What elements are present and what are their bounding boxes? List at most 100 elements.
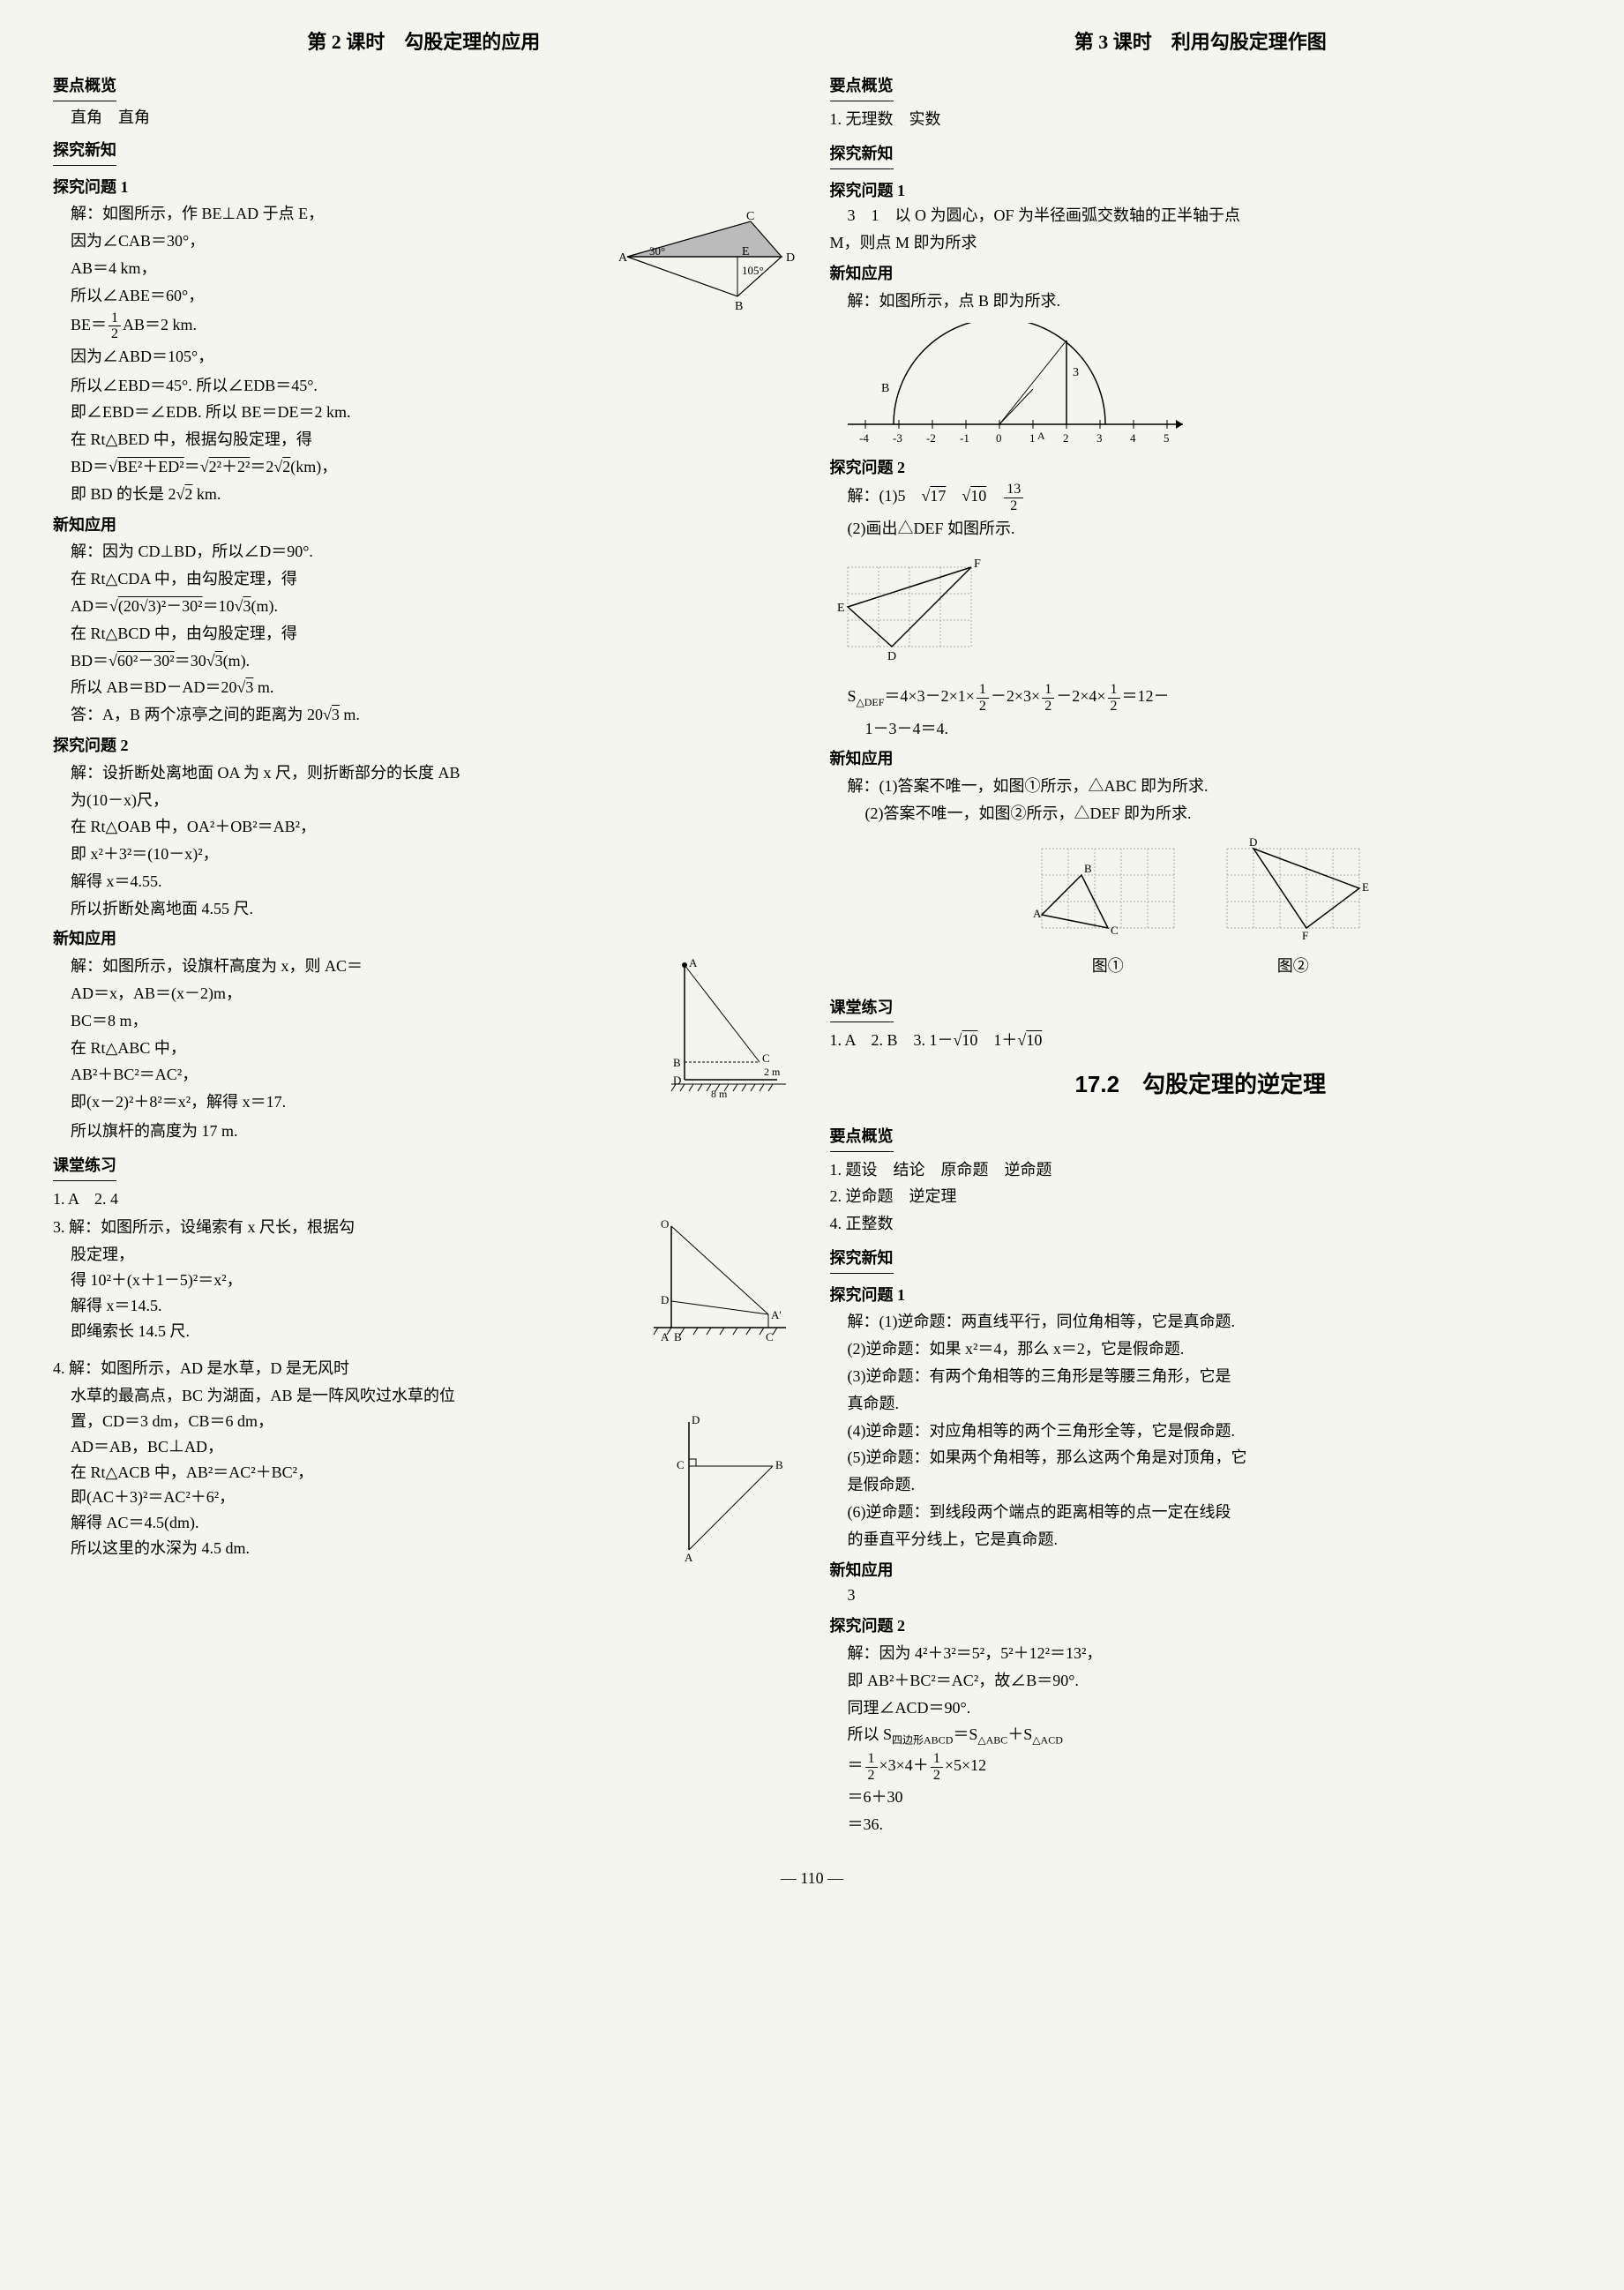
solution-line: 解得 AC＝4.5(dm). (71, 1510, 645, 1536)
label-O: O (661, 1217, 669, 1231)
solution-line: 同理∠ACD＝90°. (848, 1695, 1572, 1721)
right-title: 第 3 课时 利用勾股定理作图 (830, 26, 1572, 57)
label-B: B (775, 1458, 783, 1471)
right-column: 第 3 课时 利用勾股定理作图 要点概览 1. 无理数 实数 探究新知 探究问题… (830, 26, 1572, 1839)
label-B: B (673, 1056, 681, 1069)
text: ＝10 (203, 597, 235, 615)
solution-line: 解：因为 4²＋3²＝5²，5²＋12²＝13²， (848, 1641, 1572, 1666)
solution-line: AD＝√(20√3)²－30²＝10√3(m). (71, 594, 795, 619)
text: 所以 S (848, 1725, 893, 1743)
label-E: E (742, 245, 750, 258)
xzyy3-header: 新知应用 (830, 1558, 1572, 1583)
text: ＝12－ (1122, 688, 1170, 706)
solution-line: 所以 AB＝BD－AD＝20√3 m. (71, 675, 795, 700)
label-B: B (735, 300, 743, 313)
text: m. (340, 706, 360, 723)
solution-line: 因为∠CAB＝30°， (71, 228, 601, 254)
text: ＝S (953, 1725, 977, 1743)
label-E: E (837, 602, 845, 615)
tjxz2-header: 探究新知 (830, 1246, 894, 1274)
label-E: E (1362, 880, 1369, 894)
label-F: F (974, 558, 981, 571)
frac-den: 2 (977, 699, 989, 715)
label-C: C (762, 1051, 770, 1065)
text: ＝ (848, 1756, 864, 1774)
solution-line: 解：如图所示，点 B 即为所求. (848, 288, 1572, 314)
solution-line: AB²＋BC²＝AC²， (71, 1062, 654, 1088)
solution-line: (3)逆命题：有两个角相等的三角形是等腰三角形，它是 (848, 1364, 1572, 1389)
sqrt: (20√3)²－30² (118, 597, 203, 615)
label-30: 30° (649, 244, 665, 258)
page-container: 第 2 课时 勾股定理的应用 要点概览 直角 直角 探究新知 探究问题 1 解：… (53, 26, 1571, 1839)
text: 2. 逆命题 逆定理 (830, 1184, 1572, 1209)
label-105: 105° (742, 264, 764, 277)
frac-den: 2 (931, 1768, 943, 1784)
solution-line: 即(x－2)²＋8²＝x²，解得 x＝17. (71, 1089, 654, 1115)
flagpole-diagram: A B C D 2 m 8 m (662, 956, 795, 1106)
frac-den: 2 (1042, 699, 1054, 715)
ktlx-header: 课堂练习 (53, 1153, 116, 1181)
water-grass-diagram: D C B A (654, 1413, 795, 1563)
solution-line: ＝6＋30 (848, 1785, 1572, 1810)
label-2m: 2 m (764, 1066, 781, 1078)
solution-line: AD＝AB，BC⊥AD， (71, 1434, 645, 1460)
text: BE＝ (71, 316, 107, 333)
solution-line: (2)答案不唯一，如图②所示，△DEF 即为所求. (865, 801, 1572, 827)
text: (m). (251, 597, 278, 615)
xzyy2-header: 新知应用 (53, 926, 795, 952)
frac-num: 1 (1108, 682, 1120, 699)
solution-line: 所以折断处离地面 4.55 尺. (71, 896, 795, 922)
tick: -3 (893, 431, 902, 445)
solution-line: 解得 x＝14.5. (71, 1293, 636, 1319)
label-D: D (786, 251, 795, 265)
solution-line: 为(10－x)尺， (71, 788, 795, 813)
page-number: — 110 — (53, 1866, 1571, 1891)
sqrt: 10 (1026, 1031, 1042, 1049)
left-column: 第 2 课时 勾股定理的应用 要点概览 直角 直角 探究新知 探究问题 1 解：… (53, 26, 795, 1839)
tick: 1 (1029, 431, 1036, 445)
label-Ap: A' (771, 1308, 782, 1321)
label-C: C (677, 1458, 685, 1471)
subscript: 四边形ABCD (892, 1734, 953, 1747)
subscript: △ACD (1032, 1734, 1063, 1747)
frac-num: 1 (931, 1751, 943, 1768)
solution-line: 解：(1)答案不唯一，如图①所示，△ABC 即为所求. (848, 774, 1572, 799)
solution-line: (5)逆命题：如果两个角相等，那么这两个角是对顶角，它 (848, 1445, 1572, 1471)
text: 1. A 2. B 3. 1－ (830, 1031, 954, 1049)
solution-line: (2)画出△DEF 如图所示. (848, 516, 1572, 542)
solution-line: BE＝12AB＝2 km. (71, 311, 601, 342)
solution-line: AD＝x，AB＝(x－2)m， (71, 981, 654, 1007)
number-line-diagram: -4 -3 -2 -1 0 1 2 3 4 5 B 3 A (830, 323, 1201, 446)
label-C: C (746, 210, 754, 223)
tick: 3 (1096, 431, 1103, 445)
text: km. (192, 485, 221, 503)
frac-num: 1 (977, 682, 989, 699)
text: －2×4× (1056, 688, 1105, 706)
sqrt: 17 (930, 488, 946, 505)
sqrt: 3 (215, 652, 223, 670)
answer-line: 1. A 2. 4 (53, 1186, 795, 1212)
text: (km)， (290, 458, 337, 475)
ktlx-header: 课堂练习 (830, 995, 894, 1023)
label-A: A (618, 251, 628, 265)
solution-line: 解：因为 CD⊥BD，所以∠D＝90°. (71, 539, 795, 565)
solution-line: 真命题. (848, 1391, 1572, 1417)
text: ＝2 (250, 458, 273, 475)
solution-line: 即(AC＋3)²＝AC²＋6²， (71, 1485, 645, 1510)
text: ＝4×3－2×1× (884, 688, 974, 706)
tick: 4 (1130, 431, 1136, 445)
sqrt: 10 (962, 1031, 977, 1049)
frac-num: 1 (1042, 682, 1054, 699)
solution-line: 解：(1)5 √17 √10 132 (848, 482, 1572, 513)
text: ＝30 (175, 652, 206, 670)
text: m. (253, 678, 273, 696)
grid-triangle-def2: D E F (1214, 835, 1373, 950)
solution-line: 股定理， (71, 1242, 636, 1268)
text: 1. 题设 结论 原命题 逆命题 (830, 1157, 1572, 1183)
rope-diagram: O D A B A' C (645, 1217, 795, 1350)
ydgw-header: 要点概览 (830, 73, 894, 101)
tick: -4 (859, 431, 869, 445)
fig-label: 图① (1029, 954, 1187, 979)
text: 答：A，B 两个凉亭之间的距离为 20 (71, 706, 323, 723)
tick: -2 (926, 431, 936, 445)
